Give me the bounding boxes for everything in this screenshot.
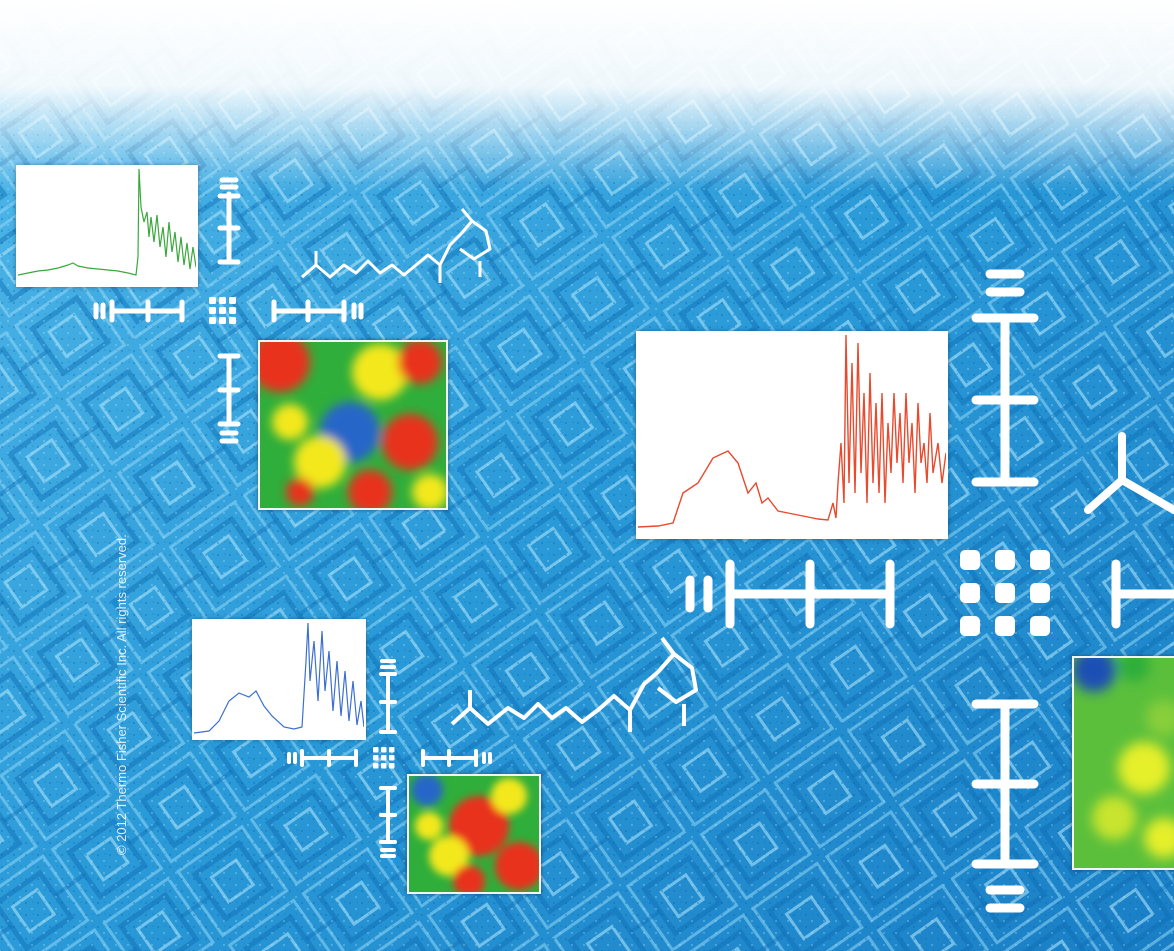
heat-map-icon [1074, 658, 1174, 868]
heat-map-icon [260, 342, 446, 508]
hyphen-bar-icon [421, 749, 492, 767]
chemical-structure-icon [1084, 432, 1174, 514]
hyphen-bar-icon [93, 299, 185, 323]
hyphen-bar-icon [971, 269, 1039, 487]
spectrum-plot-icon [638, 334, 946, 528]
heat-map-small-warm [407, 774, 541, 894]
spectrum-plot-icon [18, 168, 196, 276]
heat-map-large-cool [1072, 656, 1174, 870]
chemical-structure-icon [301, 208, 492, 283]
hyphen-bar-icon [685, 559, 895, 629]
hyphen-bar-icon [1111, 559, 1174, 629]
copyright-notice: © 2012 Thermo Fisher Scientific Inc. All… [114, 534, 129, 855]
hyphen-bar-icon [217, 177, 241, 265]
spectrum-plot-red [636, 331, 948, 539]
heat-map-large-warm [258, 340, 448, 510]
hyphen-bar-icon [217, 353, 241, 444]
chemical-structure-icon [450, 636, 698, 732]
spectrum-plot-icon [194, 622, 364, 734]
spectrum-plot-green [16, 165, 198, 287]
dot-grid-icon [209, 297, 236, 324]
hyphen-bar-icon [271, 299, 364, 323]
spectrum-plot-blue [192, 619, 366, 740]
hyphen-bar-icon [379, 659, 397, 734]
dot-grid-icon [960, 550, 1050, 636]
dot-grid-icon [373, 747, 395, 769]
heat-map-icon [409, 776, 539, 892]
hyphen-bar-icon [971, 699, 1039, 913]
hyphen-bar-icon [379, 786, 397, 858]
hyphen-bar-icon [287, 749, 358, 767]
